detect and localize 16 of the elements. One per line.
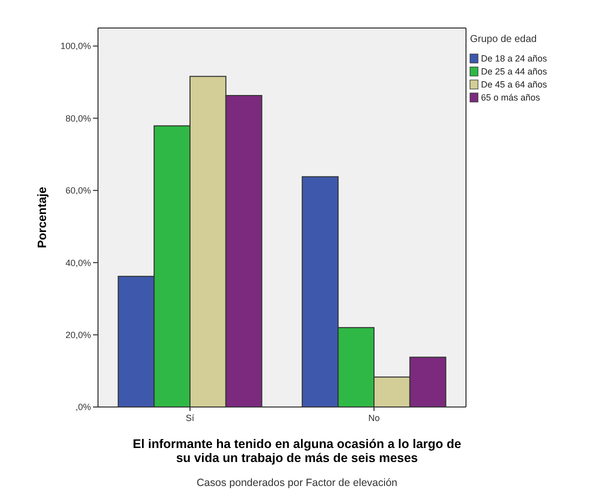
legend-label: De 45 a 64 años [481, 80, 548, 90]
y-tick-label: 40,0% [65, 258, 91, 268]
x-axis-title: El informante ha tenido en alguna ocasión a lo largo de su vida un trabajo de más de seis meses [132, 437, 462, 465]
y-tick-label: 20,0% [65, 330, 91, 340]
legend-label: De 25 a 44 años [481, 66, 548, 77]
y-axis-title: Porcentaje [35, 186, 49, 248]
text: Casos ponderados por Factor de elevación [196, 477, 398, 489]
y-tick-label: 60,0% [65, 186, 91, 196]
y-tick-label: 100,0% [60, 41, 91, 52]
legend-title: Grupo de edad [470, 34, 537, 45]
x-tick-label: Sí [186, 413, 195, 423]
y-tick-label: ,0% [75, 402, 91, 412]
x-tick-label: No [368, 413, 380, 423]
legend-label: De 18 a 24 años [481, 54, 548, 64]
legend-label: 65 o más años [481, 92, 541, 103]
y-tick-label: 80,0% [65, 113, 91, 124]
